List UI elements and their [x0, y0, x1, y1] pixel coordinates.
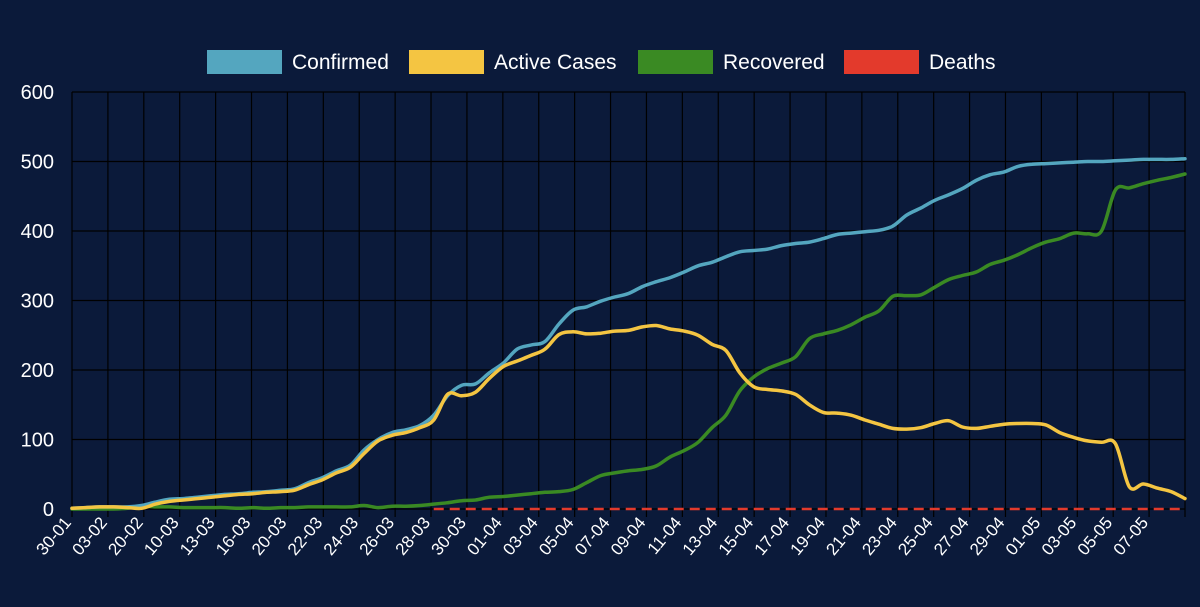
series-line-confirmed: [70, 156, 1187, 511]
x-tick-label: 01-05: [1002, 513, 1045, 559]
x-tick-label: 25-04: [894, 513, 937, 559]
x-tick-label: 26-03: [356, 513, 399, 559]
x-tick-label: 03-02: [68, 513, 111, 559]
x-tick-label: 01-04: [463, 513, 506, 559]
x-tick-label: 07-05: [1110, 513, 1153, 559]
legend-swatch: [844, 50, 919, 74]
y-tick-label: 600: [21, 82, 54, 104]
x-tick-label: 05-04: [535, 513, 578, 559]
x-tick-label: 29-04: [966, 513, 1009, 559]
x-tick-label: 27-04: [930, 513, 973, 559]
y-tick-label: 400: [21, 221, 54, 243]
legend-swatch: [207, 50, 282, 74]
x-tick-label: 07-04: [571, 513, 614, 559]
x-tick-label: 16-03: [212, 513, 255, 559]
legend-label: Confirmed: [292, 51, 389, 74]
legend-swatch: [409, 50, 484, 74]
y-tick-label: 500: [21, 152, 54, 174]
legend-label: Deaths: [929, 51, 996, 74]
x-tick-label: 05-05: [1074, 513, 1117, 559]
x-tick-label: 13-03: [176, 513, 219, 559]
x-tick-label: 03-05: [1038, 513, 1081, 559]
x-tick-label: 03-04: [499, 513, 542, 559]
legend-label: Active Cases: [494, 51, 617, 74]
x-tick-label: 15-04: [715, 513, 758, 559]
x-tick-label: 23-04: [858, 513, 901, 559]
y-tick-label: 0: [43, 499, 54, 521]
x-tick-label: 13-04: [679, 513, 722, 559]
legend-swatch: [638, 50, 713, 74]
legend-label: Recovered: [723, 51, 825, 74]
x-tick-label: 17-04: [751, 513, 794, 559]
x-tick-label: 21-04: [822, 513, 865, 559]
x-tick-label: 30-03: [427, 513, 470, 559]
y-tick-label: 100: [21, 430, 54, 452]
x-tick-label: 22-03: [284, 513, 327, 559]
x-tick-label: 11-04: [644, 513, 686, 558]
x-tick-label: 09-04: [607, 513, 650, 559]
y-tick-label: 300: [21, 291, 54, 313]
y-tick-label: 200: [21, 360, 54, 382]
x-tick-label: 30-01: [33, 513, 76, 559]
x-tick-label: 20-02: [104, 513, 147, 559]
x-tick-label: 24-03: [320, 513, 363, 559]
x-tick-label: 20-03: [248, 513, 291, 559]
series-line-active-cases: [70, 323, 1187, 511]
x-tick-label: 10-03: [140, 513, 183, 559]
series-line-recovered: [70, 172, 1187, 511]
x-tick-label: 28-03: [392, 513, 435, 559]
x-tick-label: 19-04: [787, 513, 830, 559]
